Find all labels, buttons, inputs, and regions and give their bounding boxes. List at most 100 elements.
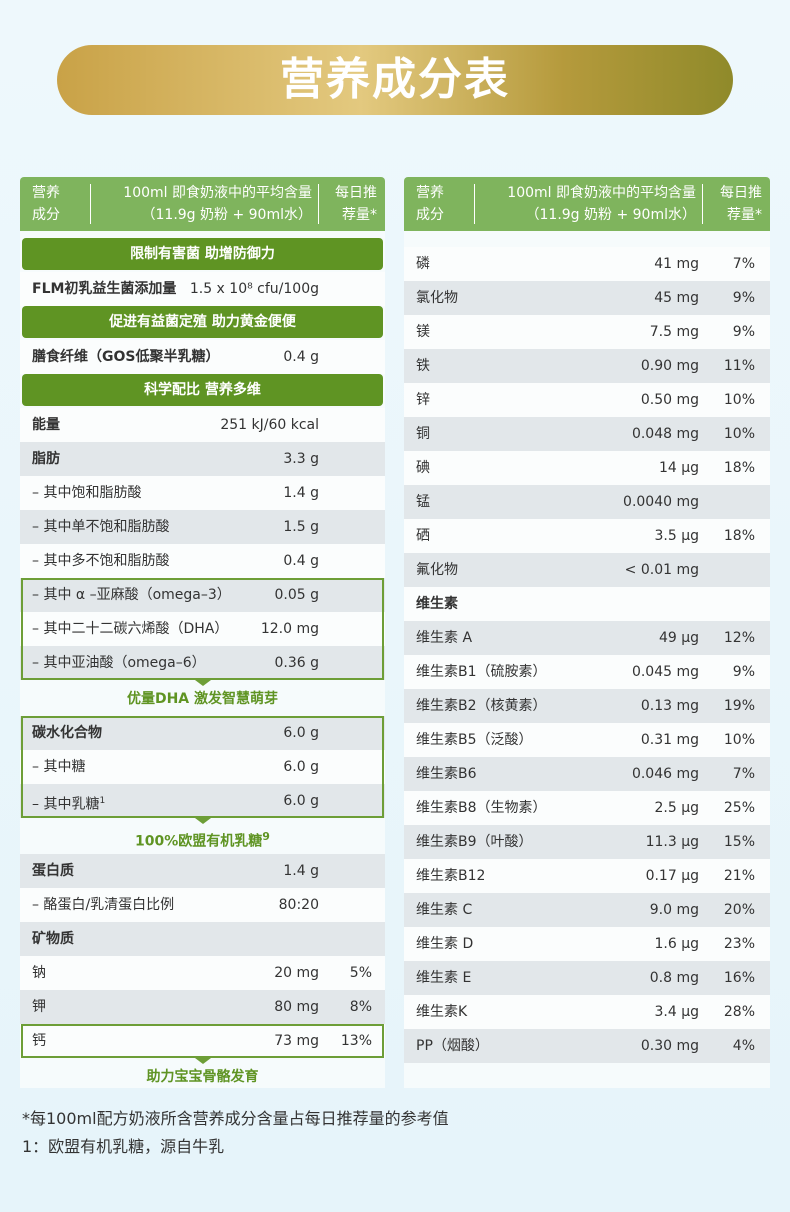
amount: 1.5 x 10⁸ cfu/100g [189,281,319,297]
caption-pointer [194,818,211,824]
nutrient-name: 维生素B1（硫胺素） [416,664,547,680]
nutrient-name: – 其中二十二碳六烯酸（DHA） [32,621,229,637]
nutrient-name: – 其中多不饱和脂肪酸 [32,553,170,569]
row-bg [404,723,770,757]
row-bg [404,485,770,519]
nutrient-name: – 酪蛋白/乳清蛋白比例 [32,897,175,913]
row-bg [20,612,385,646]
row-bg [404,553,770,587]
amount: 49 μg [658,630,699,646]
row-bg [404,383,770,417]
footnote: 1：欧盟有机乳糖，源自牛乳 [22,1137,225,1156]
row-bg [404,1029,770,1063]
amount: 0.4 g [283,349,319,365]
nutrient-name: 维生素K [416,1004,468,1020]
nutrient-name: 锰 [416,494,430,510]
row-bg [20,888,385,922]
amount: 73 mg [274,1033,319,1049]
amount: 6.0 g [283,759,319,775]
amount: 3.5 μg [654,528,699,544]
header-sep [702,184,703,224]
row-bg [404,247,770,281]
nutrient-name: PP（烟酸） [416,1038,489,1054]
header-cell: 营养 [32,185,60,201]
amount: 20 mg [274,965,319,981]
row-bg [404,621,770,655]
header-cell: 荐量* [727,207,762,223]
amount: 1.5 g [283,519,319,535]
amount: 80 mg [274,999,319,1015]
daily-value: 9% [732,324,755,340]
nutrient-name: 蛋白质 [32,863,74,879]
amount: 0.8 mg [649,970,699,986]
row-bg [20,956,385,990]
daily-value: 5% [349,965,372,981]
daily-value: 19% [723,698,755,714]
nutrient-name: 氯化物 [416,290,458,306]
nutrient-name: – 其中单不饱和脂肪酸 [32,519,170,535]
amount: 0.045 mg [631,664,699,680]
header-cell: 营养 [416,185,444,201]
amount: 12.0 mg [260,621,319,637]
caption-pointer [194,1058,211,1064]
row-bg [404,451,770,485]
highlight-box [21,1024,384,1058]
amount: 9.0 mg [649,902,699,918]
header-cell: 成分 [32,207,60,223]
daily-value: 10% [723,732,755,748]
amount: 0.31 mg [640,732,699,748]
daily-value: 23% [723,936,755,952]
section-heading: 限制有害菌 助增防御力 [22,238,383,270]
row-bg [404,825,770,859]
row-bg [20,476,385,510]
nutrient-name: 膳食纤维（GOS低聚半乳糖） [32,349,220,365]
table-header [20,177,385,231]
header-cell: 成分 [416,207,444,223]
nutrient-name: – 其中亚油酸（omega–6） [32,655,206,671]
caption: 助力宝宝骨骼发育 [146,1069,259,1085]
row-bg [404,519,770,553]
row-bg [20,272,385,306]
row-bg [20,1024,385,1058]
row-bg [404,927,770,961]
daily-value: 13% [340,1033,372,1049]
highlight-box [21,578,384,680]
title-banner [57,45,733,115]
row-bg [404,893,770,927]
nutrient-name: 氟化物 [416,562,458,578]
nutrient-name: 维生素B5（泛酸） [416,732,533,748]
amount: < 0.01 mg [624,562,699,578]
header-cell: （11.9g 奶粉 + 90ml水） [525,207,696,223]
nutrient-name: – 其中乳糖1 [32,796,106,813]
table-header [404,177,770,231]
nutrient-name: 碳水化合物 [32,725,102,741]
amount: 11.3 μg [645,834,699,850]
daily-value: 10% [723,392,755,408]
amount: 6.0 g [283,725,319,741]
nutrient-name: 维生素 E [416,970,472,986]
row-bg [404,791,770,825]
nutrient-name: 矿物质 [32,931,74,947]
daily-value: 18% [723,460,755,476]
nutrient-name: 维生素B8（生物素） [416,800,547,816]
footnote-ref: 1 [99,796,106,806]
amount: 0.0040 mg [623,494,699,510]
header-cell: 每日推 [720,185,762,201]
nutrient-name: 锌 [416,392,430,408]
row-bg [404,349,770,383]
nutrient-name: – 其中饱和脂肪酸 [32,485,142,501]
row-bg [20,784,385,818]
header-sep [474,184,475,224]
header-sep [318,184,319,224]
amount: 3.4 μg [654,1004,699,1020]
section-heading: 促进有益菌定殖 助力黄金便便 [22,306,383,338]
row-bg [404,961,770,995]
amount: 14 μg [658,460,699,476]
amount: 1.4 g [283,485,319,501]
row-bg [404,689,770,723]
nutrient-name: 镁 [416,324,430,340]
row-bg [404,315,770,349]
daily-value: 7% [732,766,755,782]
amount: 0.046 mg [631,766,699,782]
